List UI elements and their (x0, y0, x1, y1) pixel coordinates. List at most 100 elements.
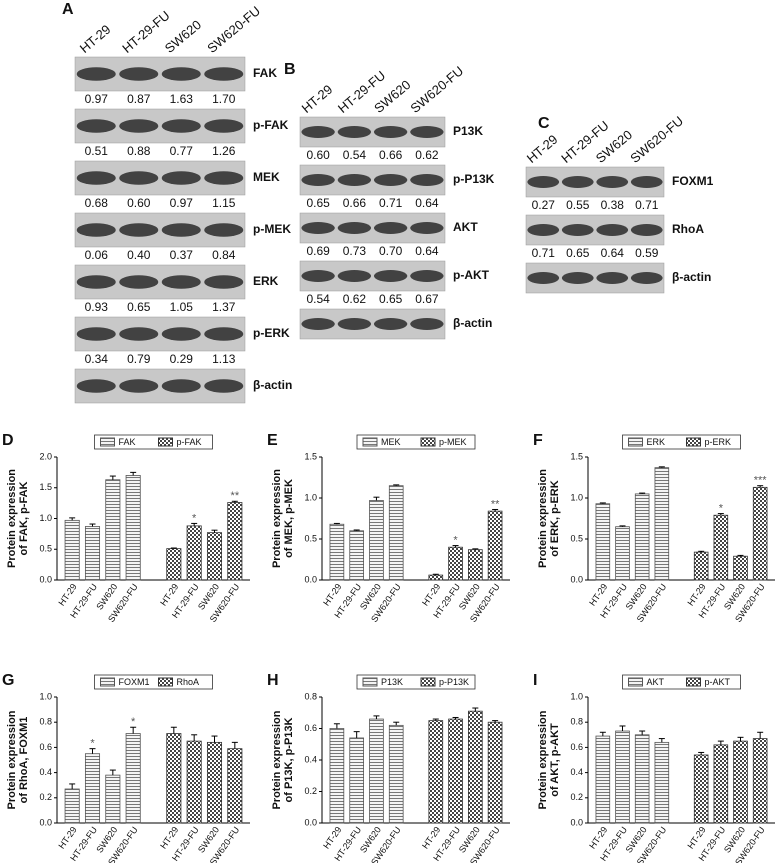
y-tick-label: 0.6 (304, 723, 317, 733)
legend-label: MEK (381, 437, 401, 447)
legend-label: p-MEK (439, 437, 467, 447)
band-value: 0.59 (635, 246, 659, 260)
legend-label: RhoA (177, 677, 200, 687)
legend-label: FAK (119, 437, 136, 447)
protein-band (119, 327, 159, 341)
band-value: 0.34 (85, 352, 109, 366)
y-tick-label: 0.0 (304, 817, 317, 827)
significance-mark: * (131, 716, 136, 728)
protein-band (204, 119, 244, 133)
protein-band (373, 126, 408, 138)
protein-band (561, 176, 594, 188)
y-tick-label: 1.5 (39, 482, 52, 492)
protein-band (76, 327, 116, 341)
lane-label: SW620-FU (204, 3, 263, 56)
blot-row-label: p-MEK (253, 222, 291, 236)
protein-band (630, 224, 663, 236)
bar (166, 548, 182, 581)
y-tick-label: 0.8 (39, 717, 52, 727)
band-value: 0.65 (127, 300, 151, 314)
y-axis-label: of AKT, p-AKT (549, 723, 561, 797)
legend-label: p-FAK (177, 437, 202, 447)
protein-band (527, 176, 560, 188)
bar (487, 510, 503, 581)
legend-swatch (100, 437, 115, 447)
bar (634, 493, 650, 581)
significance-mark: ** (231, 490, 240, 502)
protein-band (373, 222, 408, 234)
protein-band (119, 119, 159, 133)
y-tick-label: 1.5 (570, 451, 583, 461)
bar (84, 753, 101, 824)
blot-row-label: P13K (453, 124, 483, 138)
band-value: 0.29 (170, 352, 194, 366)
legend-box (356, 434, 476, 450)
blot-row-label: p-ERK (253, 326, 290, 340)
bar (713, 514, 729, 581)
protein-band (337, 126, 372, 138)
y-tick-label: 1.0 (304, 492, 317, 502)
protein-band (630, 272, 663, 284)
protein-band (301, 126, 335, 138)
protein-band (119, 275, 159, 289)
protein-band (204, 327, 244, 341)
band-value: 0.40 (127, 248, 151, 262)
panel-label: G (2, 672, 14, 689)
blot-row-label: p-FAK (253, 118, 289, 132)
band-value: 0.73 (343, 244, 367, 258)
blot-row-label: AKT (453, 220, 478, 234)
significance-mark: ** (491, 498, 500, 510)
band-value: 0.62 (415, 148, 439, 162)
y-axis-label: Protein expression (271, 710, 283, 809)
y-tick-label: 0.0 (304, 574, 317, 584)
band-value: 1.15 (212, 196, 236, 210)
bar (349, 737, 364, 824)
legend-label: FOXM1 (119, 677, 150, 687)
y-tick-label: 0.4 (304, 754, 317, 764)
protein-band (76, 223, 116, 237)
band-value: 0.54 (306, 292, 330, 306)
band-value: 0.69 (306, 244, 330, 258)
protein-band (596, 176, 629, 188)
band-value: 1.37 (212, 300, 236, 314)
protein-band (204, 223, 244, 237)
protein-band (119, 171, 159, 185)
y-tick-label: 0.0 (570, 574, 583, 584)
lane-label: HT-29 (299, 82, 336, 116)
protein-band (161, 275, 201, 289)
lane-label: HT-29 (77, 22, 114, 56)
blot-row-label: β-actin (453, 316, 492, 330)
significance-mark: * (719, 502, 724, 514)
panel-label: D (2, 432, 14, 449)
y-axis-label: of ERK, p-ERK (549, 480, 561, 556)
legend-swatch (362, 677, 378, 687)
protein-band (410, 174, 444, 186)
bar (634, 734, 650, 824)
protein-band (76, 275, 116, 289)
significance-mark: * (90, 738, 95, 750)
blot-row-label: p-AKT (453, 268, 490, 282)
bar (428, 574, 444, 581)
band-value: 0.77 (170, 144, 194, 158)
y-tick-label: 1.0 (39, 691, 52, 701)
bar (733, 555, 748, 581)
blot-row-label: MEK (253, 170, 280, 184)
protein-band (337, 318, 372, 330)
bar (369, 718, 384, 824)
blot-row-label: ERK (253, 274, 279, 288)
y-tick-label: 0.5 (39, 544, 52, 554)
band-value: 0.60 (306, 148, 330, 162)
band-value: 0.64 (415, 244, 439, 258)
y-tick-label: 0.0 (39, 817, 52, 827)
legend-label: p-AKT (705, 677, 731, 687)
bar (615, 526, 630, 581)
legend-swatch (628, 437, 643, 447)
protein-band (301, 222, 335, 234)
bar (227, 748, 243, 824)
y-tick-label: 0.6 (570, 742, 583, 752)
panel-label: B (284, 61, 296, 78)
band-value: 0.97 (85, 92, 109, 106)
protein-band (410, 270, 444, 282)
protein-band (76, 379, 116, 393)
y-tick-label: 0.2 (304, 786, 317, 796)
